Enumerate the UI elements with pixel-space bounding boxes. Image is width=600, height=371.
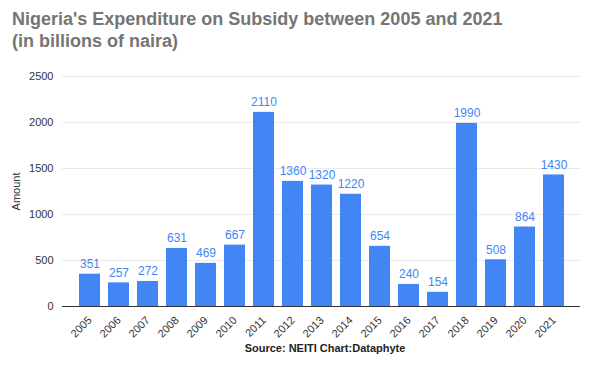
svg-text:2000: 2000 <box>29 116 53 128</box>
svg-text:2017: 2017 <box>416 314 442 340</box>
svg-text:Amount: Amount <box>10 173 22 211</box>
svg-text:500: 500 <box>35 254 53 266</box>
svg-text:2020: 2020 <box>503 314 529 340</box>
svg-text:667: 667 <box>225 228 245 242</box>
svg-text:2110: 2110 <box>251 95 277 109</box>
svg-text:1360: 1360 <box>280 164 307 178</box>
html-text:(in billions of naira): (in billions of naira) <box>12 31 178 51</box>
svg-text:2006: 2006 <box>97 314 123 340</box>
svg-text:2018: 2018 <box>445 314 471 340</box>
svg-text:1430: 1430 <box>541 158 568 172</box>
svg-text:2500: 2500 <box>29 70 53 82</box>
svg-text:2011: 2011 <box>243 314 268 339</box>
svg-text:2010: 2010 <box>213 314 239 340</box>
html-text:Nigeria's Expenditure on Subsi: Nigeria's Expenditure on Subsidy between… <box>12 9 503 29</box>
svg-text:257: 257 <box>109 266 129 280</box>
svg-text:2015: 2015 <box>358 314 384 340</box>
svg-text:1990: 1990 <box>454 106 481 120</box>
svg-text:864: 864 <box>515 210 535 224</box>
svg-text:2007: 2007 <box>126 314 152 340</box>
svg-text:2014: 2014 <box>329 314 355 340</box>
svg-text:2021: 2021 <box>532 314 558 340</box>
svg-text:1000: 1000 <box>29 208 53 220</box>
svg-text:2005: 2005 <box>68 314 94 340</box>
svg-text:1220: 1220 <box>338 177 365 191</box>
svg-text:2009: 2009 <box>184 314 210 340</box>
svg-text:351: 351 <box>80 257 100 271</box>
svg-text:2019: 2019 <box>474 314 500 340</box>
svg-text:240: 240 <box>399 267 419 281</box>
svg-text:631: 631 <box>167 231 187 245</box>
svg-text:2013: 2013 <box>300 314 326 340</box>
svg-text:508: 508 <box>486 243 506 257</box>
svg-text:0: 0 <box>47 300 53 312</box>
svg-text:1500: 1500 <box>29 162 53 174</box>
svg-text:654: 654 <box>370 229 390 243</box>
svg-text:1320: 1320 <box>309 168 336 182</box>
svg-text:2008: 2008 <box>155 314 181 340</box>
svg-text:2012: 2012 <box>271 314 297 340</box>
svg-text:154: 154 <box>428 275 448 289</box>
html-text:Source: NEITI Chart:Dataphyte: Source: NEITI Chart:Dataphyte <box>244 342 406 354</box>
svg-text:469: 469 <box>196 246 216 260</box>
svg-text:2016: 2016 <box>387 314 413 340</box>
svg-text:272: 272 <box>138 264 158 278</box>
